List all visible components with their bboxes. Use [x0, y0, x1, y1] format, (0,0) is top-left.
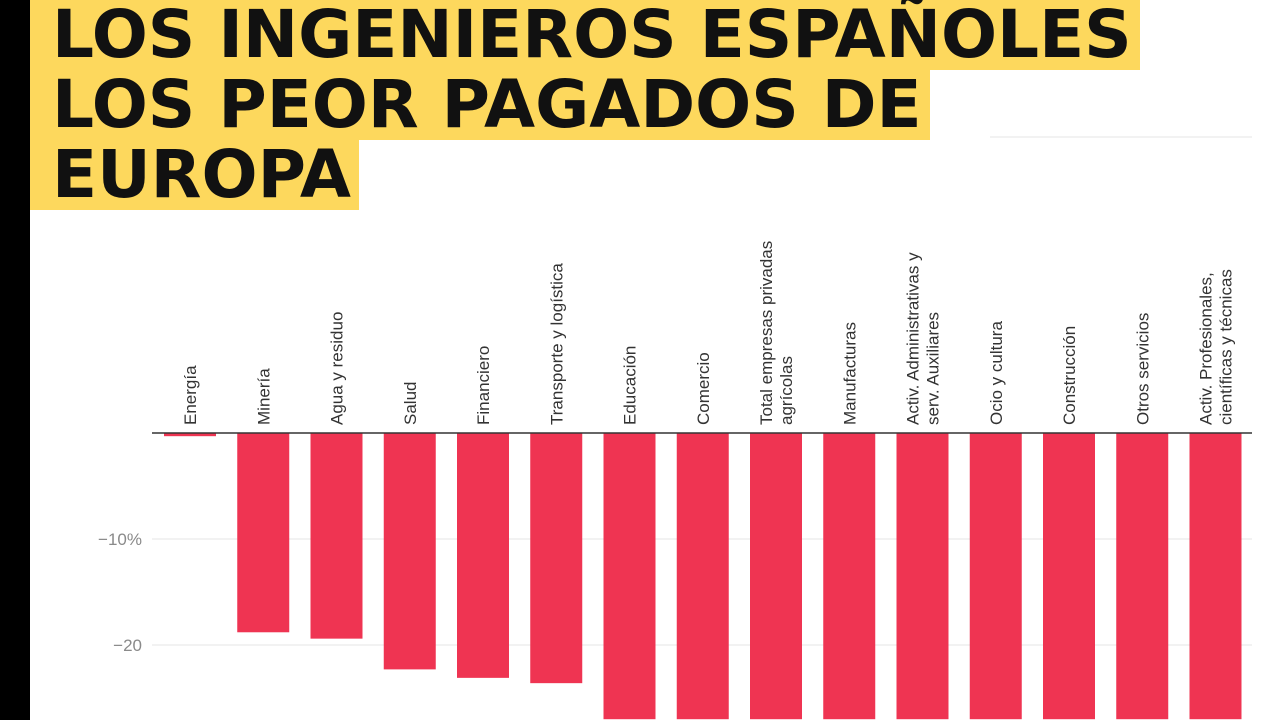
bar: [969, 433, 1022, 720]
bar: [1189, 433, 1242, 720]
y-tick-label: −20: [113, 636, 142, 655]
bar: [896, 433, 949, 720]
left-black-strip: [0, 0, 30, 720]
y-tick-label: −10%: [98, 530, 142, 549]
bar: [310, 433, 363, 639]
category-label: Agua y residuo: [328, 312, 347, 425]
category-labels: Energía Minería Agua y residuo Salud Financi…: [181, 241, 1236, 425]
category-label: Activ. Profesionales,científicas y técni…: [1197, 269, 1236, 425]
category-label: Activ. Administrativas yserv. Auxiliares: [904, 252, 943, 425]
category-label: Otros servicios: [1133, 313, 1152, 425]
category-label: Transporte y logística: [547, 263, 566, 425]
bar: [1116, 433, 1169, 720]
category-label: Minería: [254, 368, 273, 425]
title-line-1: LOS INGENIEROS ESPAÑOLES: [30, 0, 1140, 70]
category-label: Educación: [621, 346, 640, 425]
category-label: Energía: [181, 365, 200, 425]
category-label: Comercio: [694, 352, 713, 425]
title-block: LOS INGENIEROS ESPAÑOLES LOS PEOR PAGADO…: [0, 0, 1140, 210]
bar: [237, 433, 290, 633]
bar: [530, 433, 583, 684]
category-label: Financiero: [474, 346, 493, 425]
title-line-2: LOS PEOR PAGADOS DE: [30, 70, 930, 140]
chart-canvas: −10% −20 Energía Minería Agua y residuo Salu…: [98, 136, 1252, 720]
category-label: Total empresas privadasagrícolas: [757, 241, 796, 425]
title-line-3: EUROPA: [30, 140, 359, 210]
bar: [823, 433, 876, 720]
category-label: Ocio y cultura: [987, 321, 1006, 425]
bar: [676, 433, 729, 720]
y-axis-ticks: −10% −20: [98, 530, 142, 655]
bar-chart: −10% −20 Energía Minería Agua y residuo Salu…: [30, 0, 1280, 720]
category-label: Construcción: [1060, 326, 1079, 425]
bar: [164, 433, 216, 437]
bar: [603, 433, 656, 720]
bar: [383, 433, 436, 670]
bar: [750, 433, 802, 720]
category-label: Salud: [401, 382, 420, 425]
bars: [164, 433, 1242, 720]
category-label: Manufacturas: [840, 322, 859, 425]
bar: [1043, 433, 1095, 720]
bar: [457, 433, 509, 678]
